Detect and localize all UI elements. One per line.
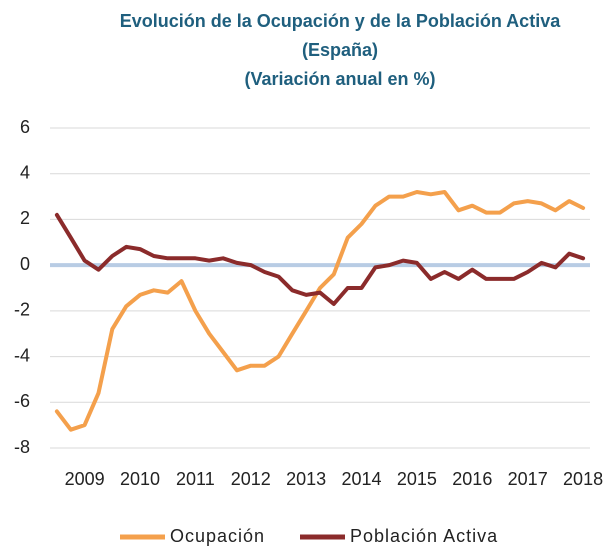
x-tick-label: 2018 bbox=[563, 469, 603, 489]
y-tick-label: 6 bbox=[20, 117, 30, 137]
chart-subtitle: (España) bbox=[302, 40, 378, 60]
x-tick-label: 2012 bbox=[231, 469, 271, 489]
y-tick-label: 2 bbox=[20, 208, 30, 228]
y-tick-label: -8 bbox=[14, 437, 30, 457]
x-tick-label: 2010 bbox=[120, 469, 160, 489]
legend-label: Población Activa bbox=[350, 526, 498, 546]
chart-title: Evolución de la Ocupación y de la Poblac… bbox=[120, 11, 561, 31]
x-tick-label: 2013 bbox=[286, 469, 326, 489]
x-tick-label: 2011 bbox=[176, 469, 215, 489]
line bbox=[54, 212, 586, 306]
line bbox=[54, 190, 586, 432]
x-tick-label: 2016 bbox=[452, 469, 492, 489]
chart-subtitle: (Variación anual en %) bbox=[244, 69, 435, 89]
x-tick-label: 2009 bbox=[65, 469, 105, 489]
y-tick-label: -2 bbox=[14, 300, 30, 320]
x-tick-label: 2017 bbox=[508, 469, 548, 489]
y-tick-label: 0 bbox=[20, 254, 30, 274]
legend-label: Ocupación bbox=[170, 526, 265, 546]
x-tick-label: 2014 bbox=[342, 469, 382, 489]
y-tick-label: -4 bbox=[14, 345, 30, 365]
y-tick-label: 4 bbox=[20, 162, 30, 182]
x-tick-label: 2015 bbox=[397, 469, 437, 489]
y-tick-label: -6 bbox=[14, 391, 30, 411]
